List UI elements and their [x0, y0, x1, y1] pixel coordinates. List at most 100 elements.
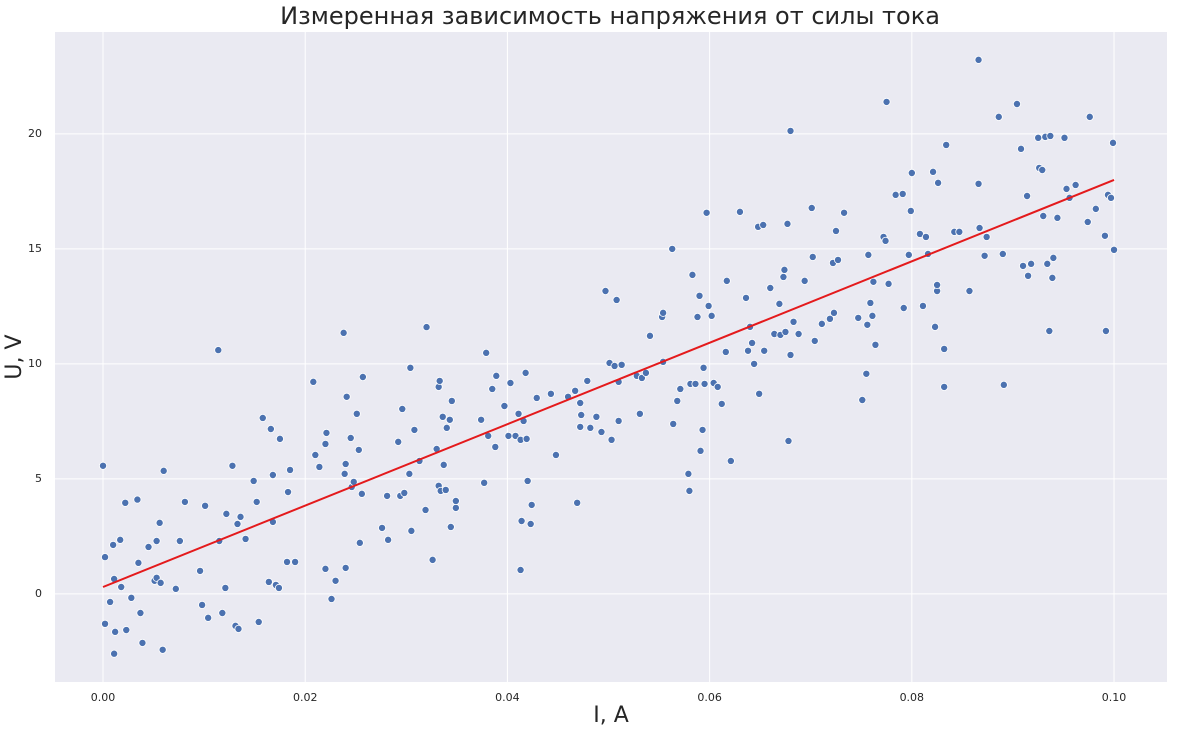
point	[234, 624, 243, 633]
point	[755, 389, 764, 398]
point	[358, 373, 367, 382]
point	[516, 565, 525, 574]
point	[492, 371, 501, 380]
point	[684, 469, 693, 478]
point	[155, 518, 164, 527]
point	[521, 368, 530, 377]
point	[918, 301, 927, 310]
point	[617, 360, 626, 369]
point	[159, 466, 168, 475]
point	[612, 295, 621, 304]
point	[614, 416, 623, 425]
point	[275, 434, 284, 443]
point	[704, 301, 713, 310]
point	[117, 583, 126, 592]
point	[735, 207, 744, 216]
point	[965, 286, 974, 295]
point	[933, 281, 942, 290]
point	[808, 252, 817, 261]
point	[840, 208, 849, 217]
point	[807, 203, 816, 212]
point	[394, 437, 403, 446]
point	[904, 250, 913, 259]
point	[480, 478, 489, 487]
point	[354, 445, 363, 454]
point	[906, 206, 915, 215]
x-tick-label: 0.00	[91, 691, 116, 704]
point	[506, 378, 515, 387]
point	[138, 638, 147, 647]
point	[252, 497, 261, 506]
point	[322, 428, 331, 437]
point	[834, 255, 843, 264]
point	[346, 433, 355, 442]
point	[1027, 259, 1036, 268]
point	[1049, 253, 1058, 262]
point	[101, 619, 110, 628]
point	[1083, 217, 1092, 226]
point	[106, 597, 115, 606]
point	[1017, 144, 1026, 153]
point	[810, 336, 819, 345]
point	[980, 251, 989, 260]
point	[451, 503, 460, 512]
point	[854, 313, 863, 322]
plot-area	[55, 32, 1167, 682]
point	[405, 469, 414, 478]
point	[264, 577, 273, 586]
point	[1109, 138, 1118, 147]
point	[786, 126, 795, 135]
point	[218, 608, 227, 617]
point	[869, 277, 878, 286]
point	[571, 386, 580, 395]
point	[504, 431, 513, 440]
point	[779, 272, 788, 281]
point	[101, 553, 110, 562]
point	[523, 476, 532, 485]
point	[713, 382, 722, 391]
point	[1043, 259, 1052, 268]
point	[882, 97, 891, 106]
point	[1071, 180, 1080, 189]
point	[122, 626, 131, 635]
point	[942, 140, 951, 149]
point	[407, 526, 416, 535]
point	[152, 537, 161, 546]
point	[871, 340, 880, 349]
y-tick-label: 10	[28, 357, 42, 370]
point	[421, 505, 430, 514]
point	[831, 226, 840, 235]
y-axis-label: U, V	[2, 334, 27, 379]
point	[204, 613, 213, 622]
point	[577, 410, 586, 419]
point	[134, 558, 143, 567]
point	[442, 423, 451, 432]
point	[693, 312, 702, 321]
point	[546, 389, 555, 398]
point	[999, 380, 1008, 389]
point	[982, 232, 991, 241]
point	[1024, 271, 1033, 280]
point	[284, 488, 293, 497]
point	[607, 435, 616, 444]
point	[321, 564, 330, 573]
point	[283, 557, 292, 566]
point	[929, 167, 938, 176]
point	[726, 456, 735, 465]
point	[1100, 231, 1109, 240]
point	[156, 578, 165, 587]
point	[998, 249, 1007, 258]
point	[482, 348, 491, 357]
point	[222, 509, 231, 518]
point	[327, 594, 336, 603]
point	[1034, 133, 1043, 142]
point	[274, 583, 283, 592]
point	[378, 523, 387, 532]
point	[291, 557, 300, 566]
y-tick-label: 15	[28, 242, 42, 255]
point	[321, 439, 330, 448]
y-tick-label: 0	[35, 587, 42, 600]
point	[109, 540, 118, 549]
